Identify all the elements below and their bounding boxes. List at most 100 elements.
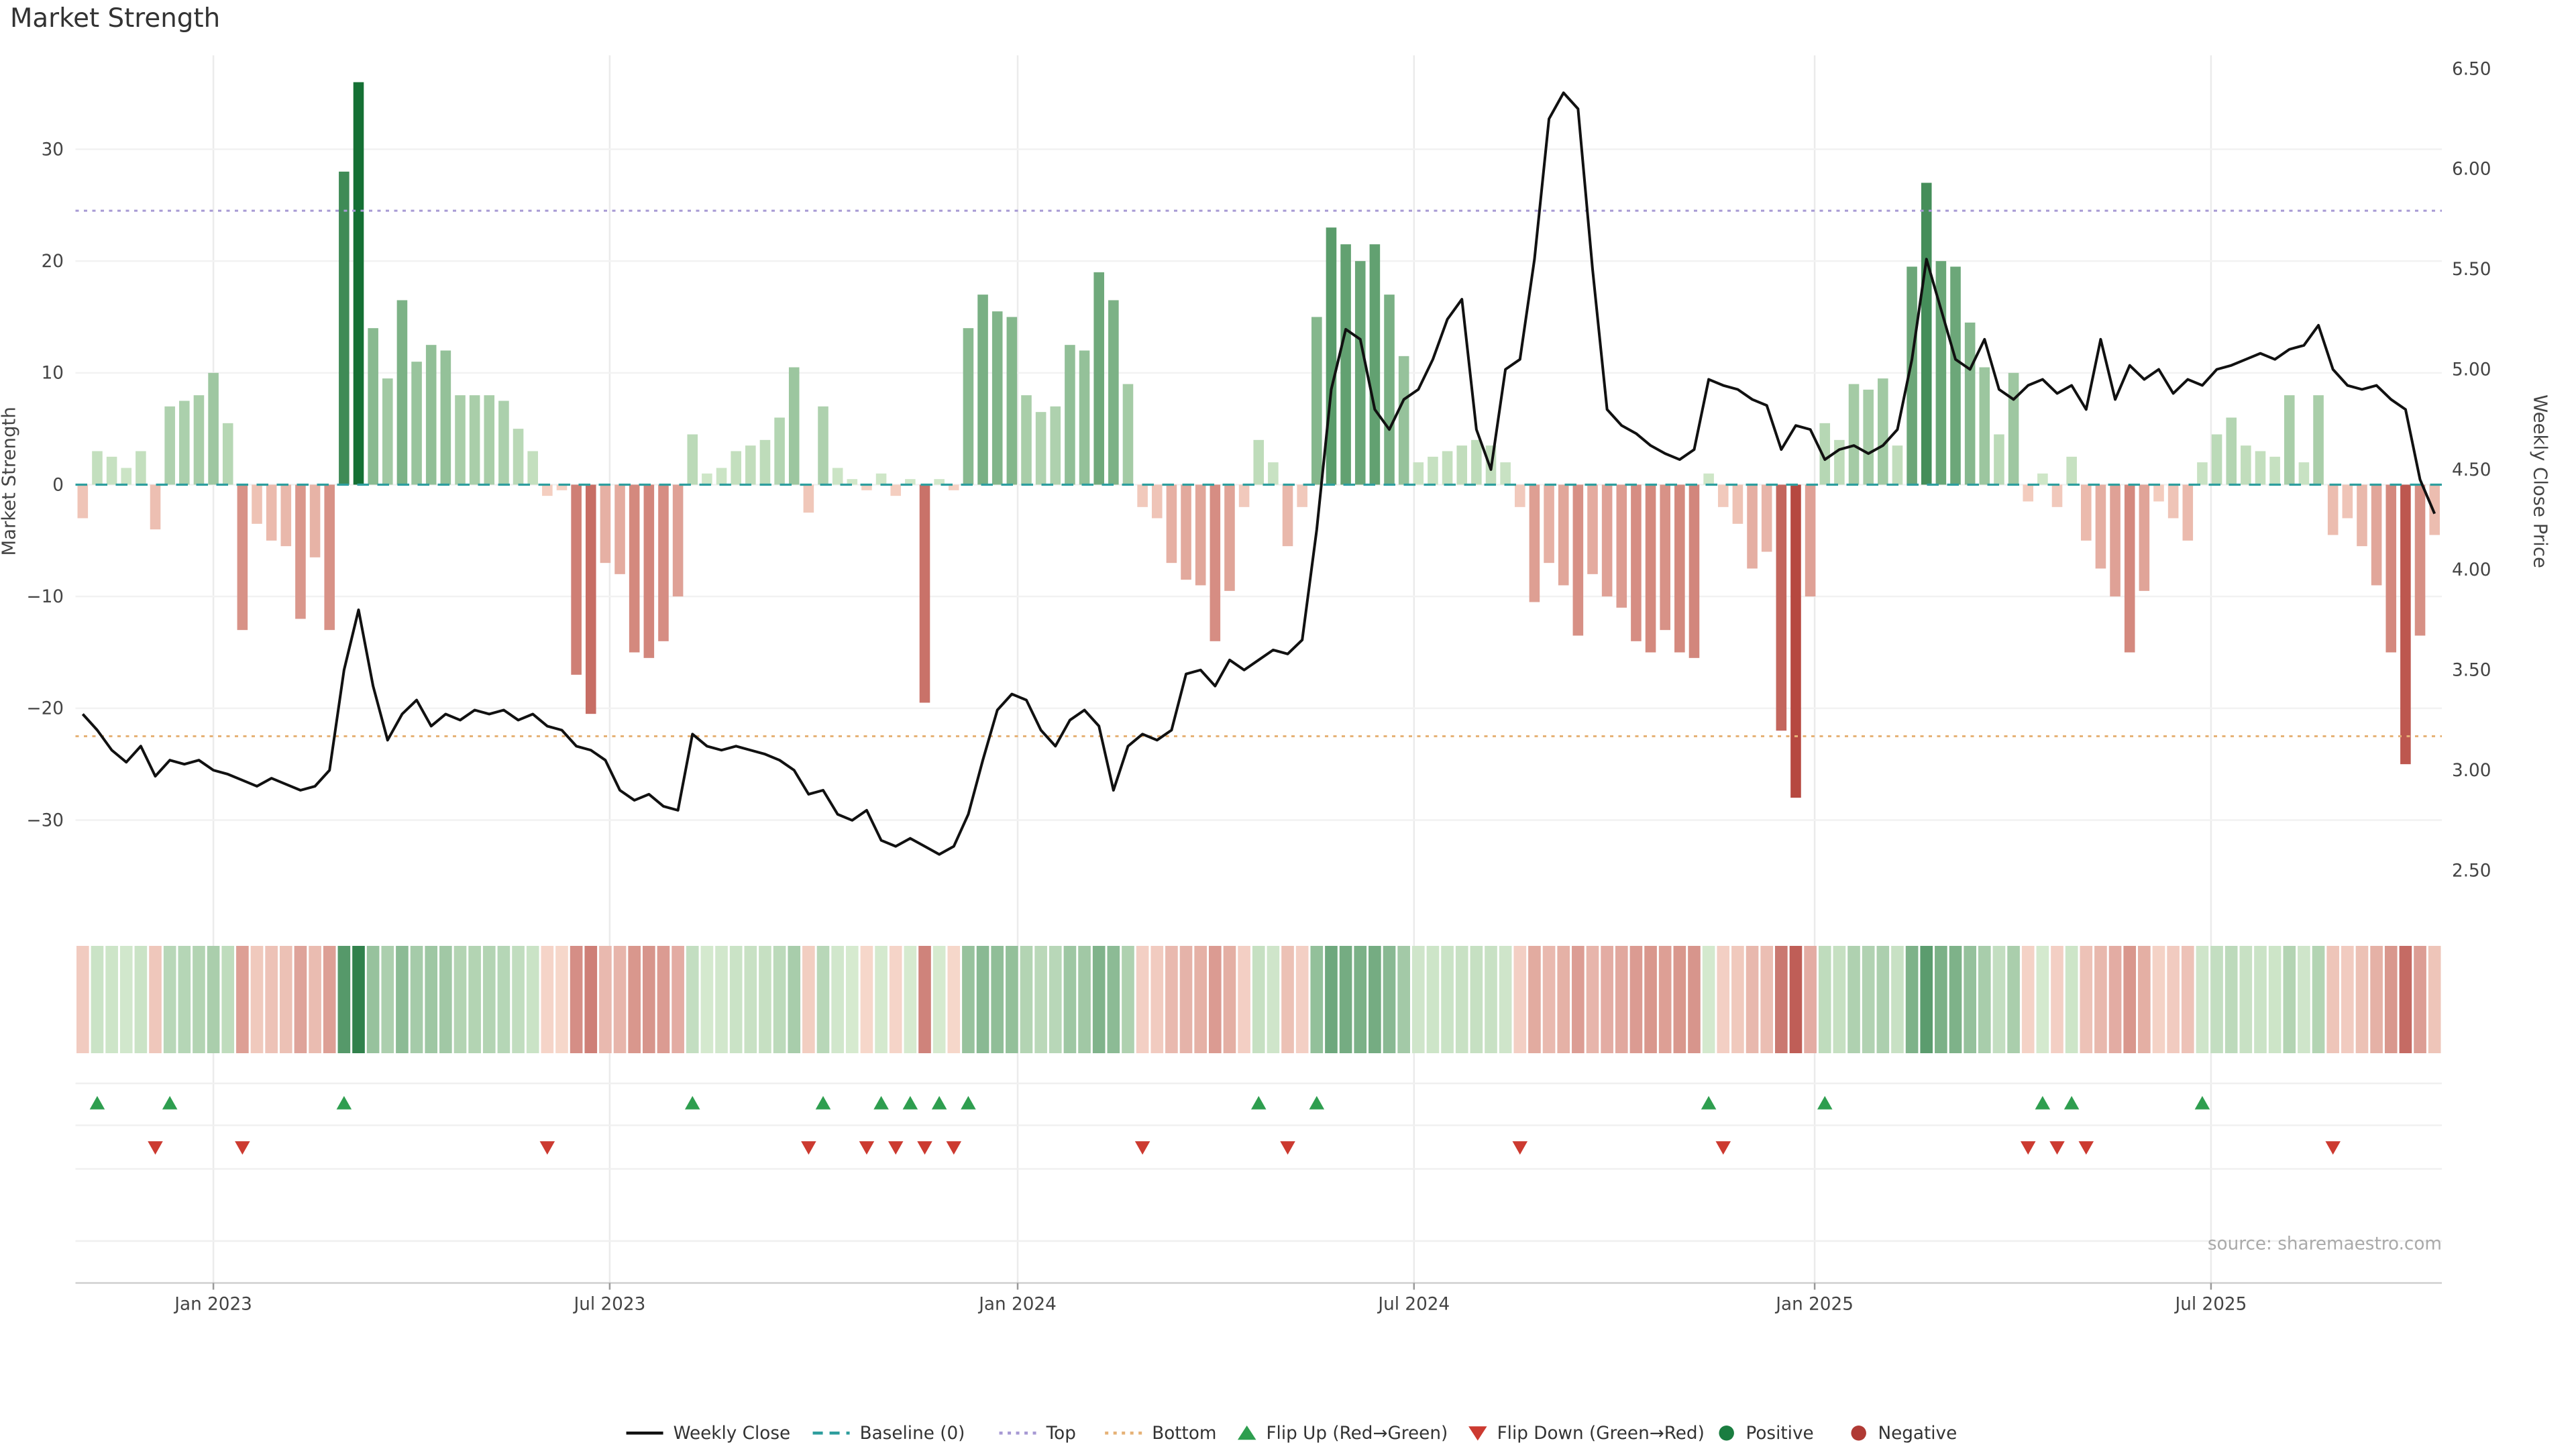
strength-bar [1964, 322, 1976, 485]
heatmap-cell [1891, 946, 1904, 1053]
heatmap-cell [1615, 946, 1628, 1053]
heatmap-cell [2341, 946, 2354, 1053]
strength-bar [1631, 484, 1642, 641]
strength-bar [339, 171, 350, 485]
heatmap-cell [439, 946, 452, 1053]
heatmap-cell [1281, 946, 1294, 1053]
strength-bar [2124, 484, 2135, 653]
left-axis-tick-label: −10 [27, 587, 64, 607]
flip-up-marker [2194, 1095, 2210, 1110]
strength-bar [2139, 484, 2150, 591]
heatmap-cell [1862, 946, 1875, 1053]
strength-bar [875, 473, 887, 485]
heatmap-cell [1470, 946, 1483, 1053]
heatmap-cell [1441, 946, 1454, 1053]
weekly-close-line [81, 91, 2436, 856]
page-title: Market Strength [10, 3, 220, 34]
heatmap-cell [1238, 946, 1250, 1053]
strength-bar [2313, 395, 2324, 485]
heatmap-cell [788, 946, 801, 1053]
legend-item-positive: Positive [1719, 1424, 1814, 1444]
heatmap-cell [1818, 946, 1831, 1053]
flip-down-marker [148, 1141, 163, 1155]
strength-bar [1819, 423, 1831, 485]
heatmap-cell [453, 946, 467, 1053]
heatmap-cell [497, 946, 511, 1053]
heatmap-cell [1876, 946, 1890, 1053]
heatmap-cell [1295, 946, 1309, 1053]
reference-lines-layer [75, 209, 2442, 737]
strength-bar [774, 417, 785, 485]
strength-bar [2385, 484, 2397, 653]
strength-bar [1688, 484, 1700, 658]
strength-bar [2255, 451, 2266, 485]
heatmap-cell [1978, 946, 1991, 1053]
right-axis-tick-label: 3.50 [2452, 661, 2491, 681]
strength-bar [455, 395, 466, 485]
heatmap-cell [396, 946, 409, 1053]
heatmap-cell [1092, 946, 1106, 1053]
left-axis-tick-label: −20 [27, 699, 64, 719]
strength-bar [1384, 294, 1395, 485]
strength-bar [2211, 434, 2222, 485]
strength-bar [890, 484, 902, 496]
strength-bar [2197, 462, 2208, 485]
heatmap-cell [2108, 946, 2122, 1053]
legend-item-label: Weekly Close [674, 1424, 791, 1444]
strength-bar [905, 479, 916, 485]
right-axis-tick-label: 5.00 [2452, 360, 2491, 380]
heatmap-cell [512, 946, 525, 1053]
heatmap-cell [1325, 946, 1338, 1053]
heatmap-cell [1078, 946, 1091, 1053]
strength-bar [1297, 484, 1307, 507]
flip-up-marker [1251, 1095, 1267, 1110]
strength-bar [731, 451, 741, 485]
heatmap-cell [875, 946, 888, 1053]
heatmap-cell [1049, 946, 1062, 1053]
heatmap-cell [700, 946, 714, 1053]
positive-swatch-icon [1719, 1426, 1734, 1441]
left-axis-ticks: 30 20 10 0 −10 −20 −30 [27, 140, 64, 830]
flip-up-marker [162, 1095, 178, 1110]
heatmap-cell [2065, 946, 2078, 1053]
heatmap-cell [962, 946, 975, 1053]
strength-bar [1587, 484, 1598, 574]
flip-up-marker [902, 1095, 918, 1110]
strength-bar [687, 434, 698, 485]
heatmap-cell [221, 946, 235, 1053]
heatmap-cell [1702, 946, 1715, 1053]
x-axis-tick-label: Jul 2025 [2174, 1295, 2247, 1315]
x-axis: Jan 2023 Jul 2023 Jan 2024 Jul 2024 Jan 2025… [75, 1282, 2442, 1315]
flip-down-swatch-icon [1468, 1426, 1487, 1441]
strength-bar [2342, 484, 2353, 519]
strength-bar [425, 345, 437, 485]
strength-bar [1108, 300, 1119, 485]
strength-bar [1776, 484, 1787, 731]
flip-down-marker [539, 1141, 555, 1155]
heatmap-cell [2384, 946, 2398, 1053]
heatmap-cell [918, 946, 931, 1053]
strength-bar [2327, 484, 2339, 535]
heatmap-cell [323, 946, 336, 1053]
strength-bar [1021, 395, 1032, 485]
strength-bar [1238, 484, 1250, 507]
strength-bar [861, 484, 872, 490]
strength-bar [977, 294, 988, 485]
heatmap-cell [1150, 946, 1164, 1053]
heatmap-cell [309, 946, 321, 1053]
heatmap-cell [1136, 946, 1149, 1053]
strength-bar [368, 328, 378, 485]
strength-bar [847, 479, 858, 485]
strength-bar [1500, 462, 1511, 485]
heatmap-cell [193, 946, 205, 1053]
heatmap-cell [1006, 946, 1018, 1053]
heatmap-cell [1644, 946, 1657, 1053]
strength-bar [1093, 272, 1104, 485]
heatmap-cell [729, 946, 743, 1053]
strength-bar [2371, 484, 2382, 586]
strength-bar [179, 400, 190, 485]
legend-item-negative: Negative [1851, 1424, 1957, 1444]
heatmap-cell [1673, 946, 1686, 1053]
flip-down-marker [2049, 1141, 2065, 1155]
